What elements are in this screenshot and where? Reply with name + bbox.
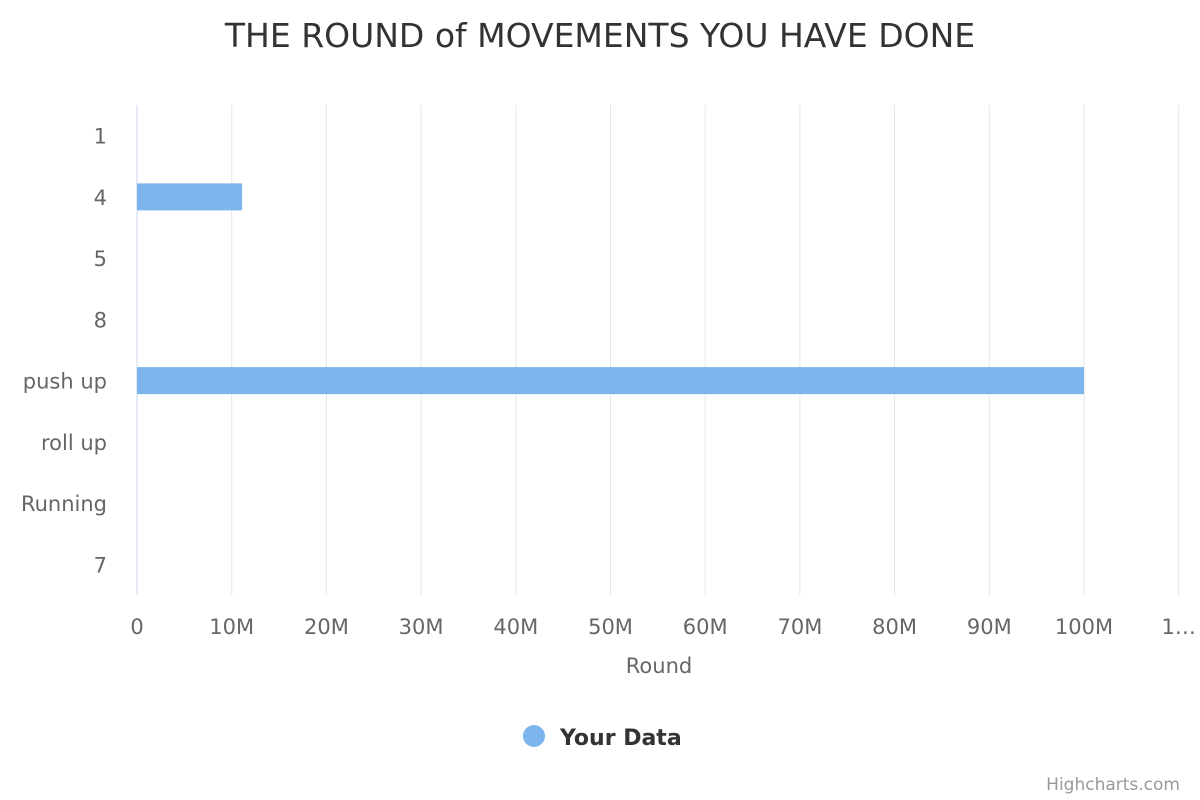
x-tick-label: 90M [967,615,1012,639]
x-axis-title: Round [626,654,692,678]
category-label: Running [21,492,107,516]
legend-marker-icon [523,725,545,747]
credits-link[interactable]: Highcharts.com [1046,775,1180,795]
x-tick-label: 40M [493,615,538,639]
legend[interactable]: Your Data [523,725,682,751]
bar[interactable] [137,367,1084,395]
x-tick-label: 30M [399,615,444,639]
x-tick-label: 100M [1055,615,1113,639]
legend-label[interactable]: Your Data [559,726,682,751]
x-tick-label: 1… [1162,615,1196,639]
chart-title: THE ROUND of MOVEMENTS YOU HAVE DONE [224,16,975,55]
x-tick-label: 0 [130,615,143,639]
category-label: 1 [94,125,107,149]
bar[interactable] [137,183,243,211]
x-tick-label: 10M [209,615,254,639]
category-label: 7 [94,553,107,577]
category-label: 4 [94,186,107,210]
x-tick-label: 70M [777,615,822,639]
x-tick-label: 20M [304,615,349,639]
x-tick-labels: 0 10M 20M 30M 40M 50M 60M 70M 80M 90M 100M 1… [130,615,1196,639]
x-tick-label: 50M [588,615,633,639]
category-label: 5 [94,247,107,271]
category-labels: 1 4 5 8 push up roll up Running 7 [21,125,107,578]
category-label: push up [23,370,107,394]
category-label: 8 [94,308,107,332]
x-tick-label: 60M [683,615,728,639]
bars [137,183,1084,395]
category-label: roll up [41,431,107,455]
grid-lines [136,105,1180,595]
x-tick-label: 80M [872,615,917,639]
